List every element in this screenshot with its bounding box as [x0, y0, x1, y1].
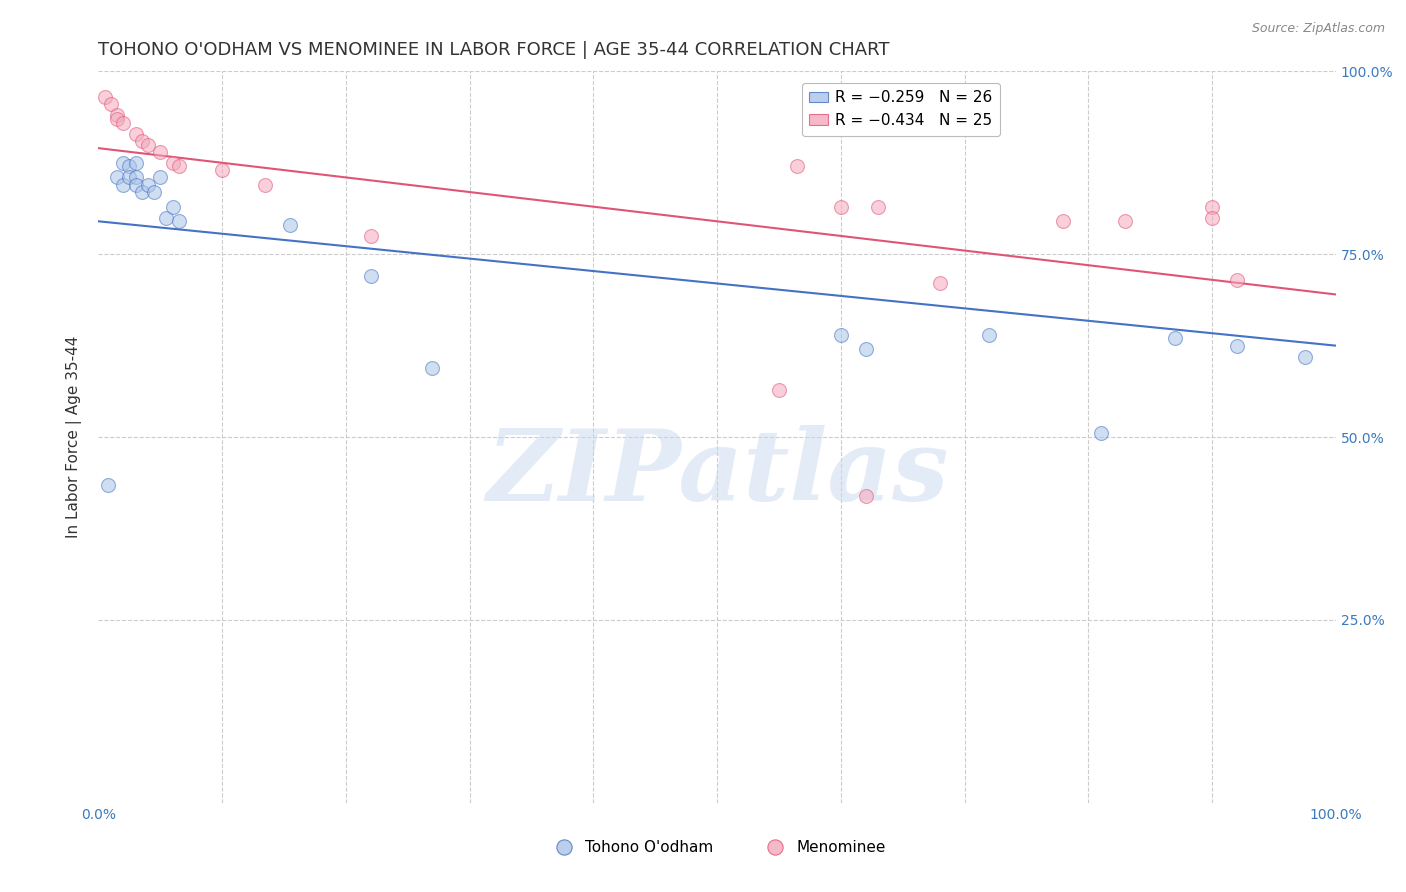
- Point: [155, 211, 177, 225]
- Point: [124, 178, 146, 192]
- Point: [786, 160, 808, 174]
- Point: [855, 343, 877, 357]
- Point: [1114, 214, 1136, 228]
- Point: [1052, 214, 1074, 228]
- Point: [149, 170, 172, 185]
- Point: [112, 156, 135, 170]
- Point: [1226, 273, 1249, 287]
- Text: TOHONO O'ODHAM VS MENOMINEE IN LABOR FORCE | AGE 35-44 CORRELATION CHART: TOHONO O'ODHAM VS MENOMINEE IN LABOR FOR…: [98, 41, 890, 59]
- Point: [360, 228, 382, 243]
- Point: [118, 160, 141, 174]
- Point: [105, 112, 128, 126]
- Point: [100, 97, 122, 112]
- Point: [124, 127, 146, 141]
- Point: [1090, 426, 1112, 441]
- Point: [979, 327, 1001, 342]
- Point: [162, 156, 184, 170]
- Point: [254, 178, 277, 192]
- Text: Source: ZipAtlas.com: Source: ZipAtlas.com: [1251, 22, 1385, 36]
- Point: [866, 200, 889, 214]
- Point: [830, 327, 852, 342]
- Point: [131, 134, 153, 148]
- Point: [97, 477, 120, 491]
- Point: [105, 108, 128, 122]
- Point: [855, 489, 877, 503]
- Point: [1294, 350, 1316, 364]
- Point: [105, 170, 128, 185]
- Point: [112, 115, 135, 129]
- Point: [1226, 338, 1249, 352]
- Point: [112, 178, 135, 192]
- Point: [118, 170, 141, 185]
- Point: [136, 137, 159, 152]
- Point: [162, 200, 184, 214]
- Y-axis label: In Labor Force | Age 35-44: In Labor Force | Age 35-44: [66, 336, 83, 538]
- Point: [360, 269, 382, 284]
- Point: [211, 163, 233, 178]
- Text: ZIPatlas: ZIPatlas: [486, 425, 948, 522]
- Point: [928, 277, 950, 291]
- Legend: Tohono O'odham, Menominee: Tohono O'odham, Menominee: [543, 834, 891, 861]
- Point: [1201, 200, 1223, 214]
- Point: [124, 170, 146, 185]
- Point: [422, 360, 444, 375]
- Point: [1201, 211, 1223, 225]
- Point: [278, 218, 301, 232]
- Point: [131, 185, 153, 199]
- Point: [149, 145, 172, 159]
- Point: [768, 383, 790, 397]
- Point: [167, 160, 190, 174]
- Point: [167, 214, 190, 228]
- Point: [143, 185, 166, 199]
- Point: [1164, 331, 1187, 345]
- Point: [830, 200, 852, 214]
- Point: [136, 178, 159, 192]
- Point: [124, 156, 146, 170]
- Point: [93, 90, 115, 104]
